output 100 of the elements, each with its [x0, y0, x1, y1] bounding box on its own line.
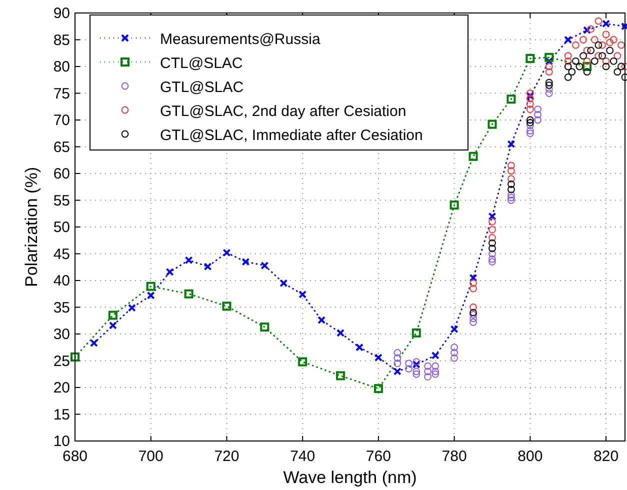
point: [594, 41, 602, 49]
point: [618, 62, 625, 70]
point: [470, 308, 477, 316]
point: [526, 106, 534, 113]
point: [598, 52, 606, 60]
y-axis-title: Polarization (%): [22, 167, 41, 287]
x-tick-label: 720: [214, 448, 240, 465]
point: [545, 90, 553, 97]
y-tick-label: 55: [53, 192, 70, 210]
point: [424, 368, 432, 376]
point: [222, 302, 232, 311]
point: [488, 255, 496, 263]
point: [507, 140, 516, 148]
point: [450, 344, 458, 352]
point: [394, 354, 402, 362]
point: [412, 358, 420, 366]
point: [572, 57, 580, 65]
point: [583, 26, 592, 34]
point: [580, 36, 587, 44]
point: [526, 122, 534, 130]
point: [544, 52, 554, 62]
point: [450, 200, 459, 210]
point: [508, 180, 515, 188]
point: [184, 256, 193, 264]
point: [394, 349, 402, 356]
point: [583, 46, 591, 54]
point: [526, 116, 534, 124]
point: [508, 175, 515, 183]
x-tick-label: 680: [62, 448, 88, 465]
point: [412, 328, 421, 338]
point: [260, 262, 269, 270]
point: [590, 57, 598, 65]
y-tick-label: 10: [53, 433, 70, 450]
point: [412, 370, 420, 378]
point: [606, 38, 614, 46]
point: [393, 367, 402, 376]
y-tick-label: 35: [53, 299, 70, 316]
point: [602, 62, 610, 70]
point: [470, 314, 477, 322]
point: [432, 370, 440, 378]
point: [222, 248, 231, 257]
point: [450, 325, 458, 334]
point: [526, 94, 534, 102]
point: [488, 244, 496, 252]
point: [128, 304, 136, 312]
point: [450, 349, 458, 356]
point: [526, 92, 534, 100]
point: [432, 362, 440, 370]
point: [583, 68, 591, 76]
point: [564, 62, 572, 70]
point: [468, 152, 478, 161]
point: [298, 357, 308, 366]
legend-label: GTL@SLAC: [160, 79, 244, 96]
y-tick-label: 65: [53, 138, 70, 156]
point: [508, 167, 515, 175]
y-tick-label: 25: [53, 352, 70, 370]
point: [450, 354, 458, 362]
point: [184, 289, 194, 298]
point: [374, 354, 382, 362]
point: [606, 46, 614, 54]
x-axis-title: Wave length (nm): [283, 468, 417, 487]
y-tick-label: 30: [53, 326, 70, 343]
point: [242, 258, 250, 266]
point: [582, 62, 592, 71]
point: [470, 311, 477, 318]
point: [534, 106, 542, 113]
point: [587, 46, 595, 54]
point: [545, 82, 553, 89]
point: [488, 239, 496, 247]
y-tick-label: 45: [53, 246, 70, 263]
y-tick-label: 50: [53, 219, 70, 236]
x-tick-label: 700: [138, 448, 164, 465]
x-tick-label: 820: [594, 448, 619, 465]
point: [470, 279, 477, 287]
y-tick-label: 15: [53, 406, 70, 424]
point: [470, 304, 477, 311]
point: [90, 339, 98, 348]
y-tick-label: 85: [53, 32, 70, 49]
point: [526, 54, 535, 63]
point: [146, 282, 156, 291]
point: [508, 196, 515, 204]
point: [618, 41, 625, 49]
point: [564, 36, 572, 44]
point: [412, 368, 420, 376]
point: [108, 321, 117, 330]
point: [534, 110, 542, 118]
point: [576, 62, 584, 70]
point: [602, 20, 610, 28]
point: [526, 118, 534, 126]
point: [412, 360, 420, 368]
y-tick-label: 70: [53, 112, 70, 129]
point: [587, 25, 595, 33]
point: [405, 365, 412, 372]
point: [336, 328, 345, 337]
point: [614, 68, 622, 76]
point: [318, 316, 326, 324]
point: [594, 17, 602, 25]
point: [470, 284, 477, 292]
point: [526, 127, 534, 134]
y-tick-label: 60: [53, 166, 70, 182]
